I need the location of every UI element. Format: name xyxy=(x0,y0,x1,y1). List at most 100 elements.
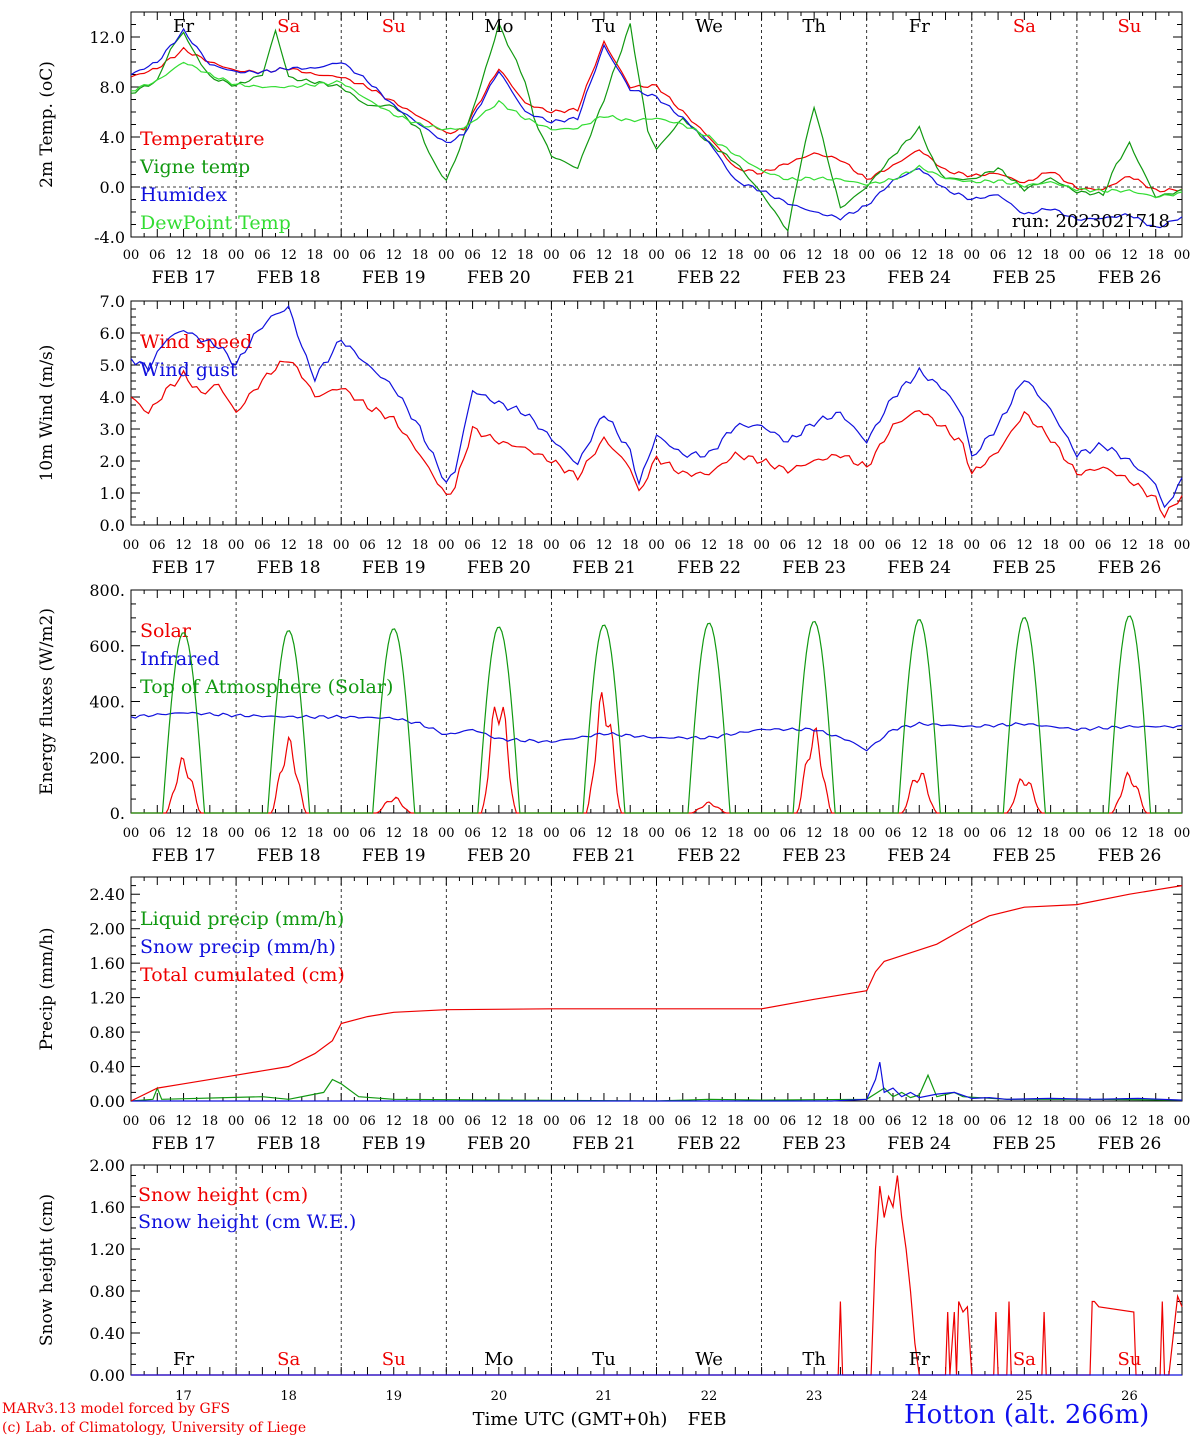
x-hour-label: 06 xyxy=(990,538,1007,553)
weekday-label: Mo xyxy=(484,1349,513,1370)
x-hour-label: 18 xyxy=(727,538,744,553)
x-hour-label: 18 xyxy=(937,1114,954,1129)
series-line-infrared xyxy=(130,711,1183,752)
x-hour-label: 12 xyxy=(1016,538,1033,553)
weekday-label: Fr xyxy=(909,16,930,37)
x-date-label: FEB 21 xyxy=(572,1134,636,1154)
series-line-humidex xyxy=(130,27,1183,229)
x-date-label: FEB 20 xyxy=(467,1134,531,1154)
x-hour-label: 12 xyxy=(491,538,508,553)
x-hour-label: 18 xyxy=(832,1114,849,1129)
weekday-label: Su xyxy=(1117,1349,1141,1370)
x-hour-label: 12 xyxy=(280,538,297,553)
x-hour-label: 12 xyxy=(491,248,508,263)
x-hour-label: 06 xyxy=(1095,538,1112,553)
x-hour-label: 12 xyxy=(701,826,718,841)
x-hour-label: 18 xyxy=(517,826,534,841)
y-tick-label: 0.00 xyxy=(89,1366,125,1385)
x-hour-label: 18 xyxy=(622,1114,639,1129)
x-hour-label: 18 xyxy=(937,826,954,841)
x-hour-label: 00 xyxy=(228,826,245,841)
x-date-label: FEB 22 xyxy=(677,268,741,288)
legend-entry: Liquid precip (mm/h) xyxy=(140,908,344,930)
x-date-label: FEB 26 xyxy=(1098,558,1162,578)
x-hour-label: 00 xyxy=(648,248,665,263)
x-hour-label: 00 xyxy=(1174,826,1191,841)
x-hour-label: 18 xyxy=(832,538,849,553)
x-hour-label: 06 xyxy=(569,826,586,841)
weekday-label: We xyxy=(695,1349,723,1370)
x-hour-label: 12 xyxy=(385,1114,402,1129)
x-date-label: FEB 19 xyxy=(362,1134,426,1154)
series-line-top-of-atmosphere-solar- xyxy=(131,615,1182,814)
x-hour-label: 06 xyxy=(675,826,692,841)
y-tick-label: 2.00 xyxy=(89,920,125,939)
x-hour-label: 12 xyxy=(596,826,613,841)
y-tick-label: 800. xyxy=(89,581,125,600)
x-hour-label: 06 xyxy=(464,1114,481,1129)
y-axis-title: 2m Temp. (oC) xyxy=(37,61,57,188)
x-hour-label: 00 xyxy=(753,826,770,841)
x-date-label: FEB 26 xyxy=(1098,268,1162,288)
y-tick-label: 0.00 xyxy=(89,1092,125,1111)
x-hour-label: 12 xyxy=(911,538,928,553)
y-tick-label: 4.0 xyxy=(100,388,125,407)
y-tick-label: -4.0 xyxy=(94,228,125,247)
weekday-label: Fr xyxy=(909,1349,930,1370)
y-tick-label: 6.0 xyxy=(100,324,125,343)
x-date-label: FEB 20 xyxy=(467,268,531,288)
x-hour-label: 06 xyxy=(464,826,481,841)
x-hour-label: 00 xyxy=(648,826,665,841)
x-hour-label: 12 xyxy=(701,538,718,553)
x-hour-label: 18 xyxy=(412,538,429,553)
y-tick-label: 200. xyxy=(89,748,125,767)
y-tick-label: 0.80 xyxy=(89,1023,125,1042)
x-hour-label: 12 xyxy=(596,248,613,263)
x-hour-label: 00 xyxy=(333,538,350,553)
x-hour-label: 00 xyxy=(438,1114,455,1129)
x-hour-label: 06 xyxy=(149,538,166,553)
legend-entry: Snow height (cm) xyxy=(138,1184,308,1206)
y-tick-label: 1.20 xyxy=(89,1240,125,1259)
x-hour-label: 00 xyxy=(964,826,981,841)
x-date-label: FEB 17 xyxy=(152,268,216,288)
x-hour-label: 06 xyxy=(149,248,166,263)
legend-entry: Wind gust xyxy=(140,359,238,381)
x-hour-label: 06 xyxy=(780,248,797,263)
x-hour-label: 18 xyxy=(727,826,744,841)
legend-entry: Vigne temp xyxy=(139,156,250,178)
x-hour-label: 06 xyxy=(254,248,271,263)
x-hour-label: 00 xyxy=(438,248,455,263)
x-date-label: FEB 25 xyxy=(992,846,1056,866)
day-number-label: 18 xyxy=(280,1389,297,1404)
y-tick-label: 3.0 xyxy=(100,420,125,439)
x-hour-label: 18 xyxy=(412,826,429,841)
x-hour-label: 12 xyxy=(175,1114,192,1129)
y-tick-label: 8.0 xyxy=(100,78,125,97)
y-axis-title: Precip (mm/h) xyxy=(37,927,57,1050)
x-date-label: FEB 22 xyxy=(677,846,741,866)
y-tick-label: 400. xyxy=(89,693,125,712)
x-hour-label: 00 xyxy=(1069,826,1086,841)
day-number-label: 24 xyxy=(911,1389,928,1404)
day-number-label: 23 xyxy=(806,1389,823,1404)
x-hour-label: 00 xyxy=(858,1114,875,1129)
x-hour-label: 06 xyxy=(990,1114,1007,1129)
x-date-label: FEB 23 xyxy=(782,1134,846,1154)
x-hour-label: 18 xyxy=(832,826,849,841)
series-line-snow-precip-mm-h- xyxy=(131,1062,1183,1102)
x-hour-label: 18 xyxy=(1147,826,1164,841)
x-hour-label: 00 xyxy=(753,1114,770,1129)
x-hour-label: 18 xyxy=(202,826,219,841)
x-hour-label: 18 xyxy=(517,1114,534,1129)
x-hour-label: 18 xyxy=(202,538,219,553)
series-line-liquid-precip-mm-h- xyxy=(130,1073,1183,1102)
weekday-label: Tu xyxy=(592,1349,616,1370)
x-hour-label: 00 xyxy=(1069,1114,1086,1129)
x-date-label: FEB 17 xyxy=(152,558,216,578)
x-date-label: FEB 24 xyxy=(887,1134,951,1154)
x-hour-label: 06 xyxy=(359,1114,376,1129)
weekday-label: Su xyxy=(1117,16,1141,37)
x-hour-label: 18 xyxy=(307,538,324,553)
